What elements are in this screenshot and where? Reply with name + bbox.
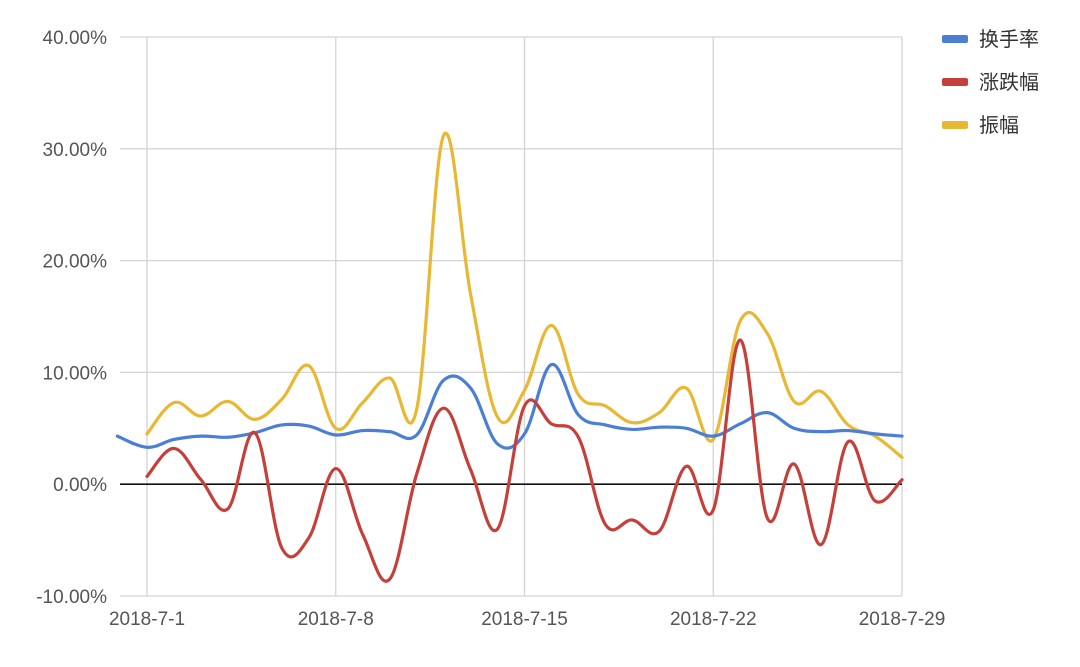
- x-tick-label: 2018-7-22: [670, 609, 757, 630]
- y-tick-label: 0.00%: [53, 475, 107, 496]
- series-line-amplitude: [145, 131, 904, 459]
- gridlines: [120, 36, 903, 597]
- series-lines: [115, 131, 904, 583]
- y-tick-label: 10.00%: [43, 363, 108, 384]
- legend-swatch: [942, 35, 968, 43]
- axes: 40.00%30.00%20.00%10.00%0.00%-10.00%2018…: [36, 28, 945, 630]
- legend-change: 涨跌幅: [942, 71, 1039, 94]
- legend-label: 振幅: [979, 114, 1019, 137]
- legend-swatch: [942, 78, 968, 86]
- x-tick-label: 2018-7-15: [481, 609, 568, 630]
- y-tick-label: 20.00%: [43, 252, 108, 273]
- series-line-change: [145, 338, 904, 583]
- x-tick-label: 2018-7-29: [859, 609, 946, 630]
- y-tick-label: 30.00%: [43, 140, 108, 161]
- legend-turnover: 换手率: [942, 28, 1039, 51]
- x-tick-label: 2018-7-1: [109, 609, 185, 630]
- legend-label: 换手率: [979, 28, 1039, 51]
- y-tick-label: 40.00%: [43, 28, 108, 49]
- y-tick-label: -10.00%: [36, 587, 107, 608]
- legend-swatch: [942, 121, 968, 129]
- x-tick-label: 2018-7-8: [298, 609, 374, 630]
- legend-amplitude: 振幅: [942, 114, 1019, 137]
- legend-label: 涨跌幅: [979, 71, 1039, 94]
